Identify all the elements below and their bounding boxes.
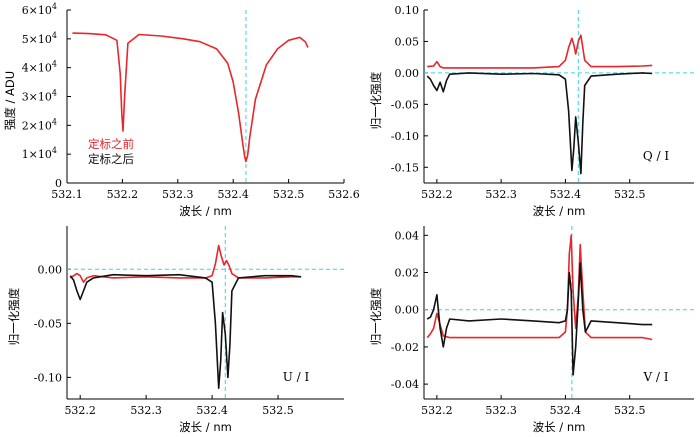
y-tick-mantissa: 2×10 (22, 119, 52, 132)
y-tick-mantissa: 4×10 (22, 62, 52, 75)
y-tick-label: 4×104 (22, 60, 57, 75)
y-tick-label: 5×104 (22, 31, 57, 46)
y-tick-mantissa: 1×10 (22, 148, 52, 161)
y-axis-label: 强度 / ADU (3, 71, 17, 130)
y-tick-label: -0.15 (391, 161, 419, 174)
x-tick-label: 532.5 (273, 188, 305, 201)
x-tick-label: 532.3 (485, 404, 517, 417)
y-tick-mantissa: 5×10 (22, 33, 52, 46)
x-tick-label: 532.2 (421, 404, 453, 417)
y-tick-exponent: 4 (52, 2, 57, 11)
y-tick-exponent: 4 (52, 117, 57, 126)
series-before-calibration (69, 244, 302, 284)
series-before-calibration (426, 234, 653, 341)
series-after-calibration (69, 273, 302, 390)
y-tick-label: 0.02 (395, 267, 420, 280)
x-tick-label: 532.2 (64, 404, 96, 417)
x-tick-label: 532.4 (550, 404, 582, 417)
x-tick-label: 532.4 (217, 188, 249, 201)
panel-annotation: Q / I (643, 149, 670, 163)
panel-2: 532.2 532.3 532.4 532.5 0.10 0.05 0.00 -0.05 -0.… (369, 4, 694, 218)
y-tick-exponent: 4 (52, 89, 57, 98)
y-tick-label: 2×104 (22, 117, 57, 132)
series-after-calibration (426, 262, 653, 376)
x-axis-label: 波长 / nm (179, 204, 232, 218)
y-axis-label: 归一化强度 (369, 71, 383, 129)
y-tick-label: 0 (55, 177, 62, 190)
panel-annotation: V / I (642, 370, 668, 384)
y-tick-label: 0.00 (38, 263, 63, 276)
x-tick-label: 532.1 (51, 188, 83, 201)
panel-4: 532.2 532.3 532.4 532.5 0.04 0.02 0.00 -0.02 -0.… (369, 226, 694, 434)
x-axis-label: 波长 / nm (179, 420, 232, 434)
x-tick-label: 532.5 (614, 188, 646, 201)
legend-entry: 定标之后 (88, 152, 134, 166)
y-tick-label: -0.05 (391, 98, 419, 111)
panel-3: 532.2 532.3 532.4 532.5 0.00 -0.05 -0.10 波长 / n… (7, 226, 344, 434)
y-tick-label: 3×104 (22, 89, 57, 104)
y-tick-label: 0.04 (395, 229, 420, 242)
y-tick-label: 0.00 (395, 304, 420, 317)
y-tick-exponent: 4 (52, 31, 57, 40)
x-axis-label: 波长 / nm (533, 204, 586, 218)
x-tick-label: 532.2 (107, 188, 139, 201)
x-axis-label: 波长 / nm (533, 420, 586, 434)
y-tick-label: -0.02 (391, 341, 419, 354)
y-tick-label: 1×104 (22, 146, 57, 161)
y-tick-label: 6×104 (22, 2, 57, 17)
legend-entry: 定标之前 (88, 137, 134, 151)
x-tick-label: 532.3 (130, 404, 162, 417)
x-tick-label: 532.2 (421, 188, 453, 201)
y-tick-label: -0.04 (391, 378, 419, 391)
y-tick-mantissa: 3×10 (22, 91, 52, 104)
x-tick-label: 532.3 (162, 188, 194, 201)
x-tick-label: 532.5 (262, 404, 294, 417)
x-tick-label: 532.4 (550, 188, 582, 201)
y-tick-label: 0.00 (395, 67, 420, 80)
y-tick-label: -0.10 (391, 130, 419, 143)
x-tick-label: 532.3 (485, 188, 517, 201)
series-after-calibration (426, 72, 653, 175)
panel-1: 532.1 532.2 532.3 532.4 532.5 532.601×1042×10… (3, 2, 360, 218)
y-tick-label: 0.05 (395, 35, 420, 48)
x-tick-label: 532.5 (614, 404, 646, 417)
y-tick-label: 0.10 (395, 4, 420, 17)
y-axis-label: 归一化强度 (7, 287, 21, 345)
y-tick-label: -0.10 (34, 371, 62, 384)
y-axis-label: 归一化强度 (369, 287, 383, 345)
panel-annotation: U / I (283, 370, 310, 384)
y-tick-exponent: 4 (52, 60, 57, 69)
series-before-calibration (427, 34, 653, 69)
y-tick-label: -0.05 (34, 317, 62, 330)
y-tick-mantissa: 6×10 (22, 4, 52, 17)
y-tick-exponent: 4 (52, 146, 57, 155)
x-tick-label: 532.6 (328, 188, 360, 201)
series-before-calibration (72, 32, 309, 163)
x-tick-label: 532.4 (196, 404, 228, 417)
